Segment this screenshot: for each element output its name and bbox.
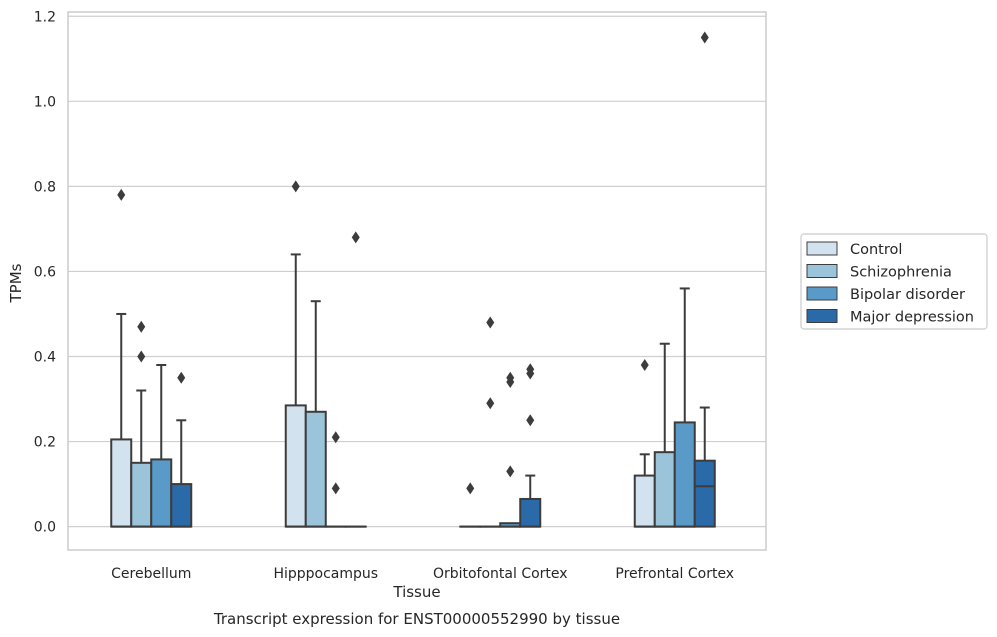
box-iqr [304, 410, 327, 528]
y-tick-label: 1.0 [34, 94, 56, 110]
legend-label: Major depression [850, 310, 974, 326]
box-plot [110, 188, 133, 528]
outlier-point [466, 482, 475, 495]
y-tick-label: 0.0 [34, 520, 56, 536]
x-tick-label: Hipppocampus [273, 566, 378, 582]
box-plot [304, 300, 327, 528]
chart-caption: Transcript expression for ENST0000055299… [213, 610, 620, 628]
x-tick-label: Prefrontal Cortex [615, 566, 734, 582]
outlier-point [177, 371, 186, 384]
box-plot [693, 31, 716, 528]
legend-label: Control [850, 242, 902, 258]
box-plot [499, 371, 522, 528]
box-iqr [653, 451, 676, 528]
outlier-point [137, 350, 146, 363]
outlier-point [526, 363, 535, 376]
box-plot [519, 363, 542, 528]
outlier-point [486, 316, 495, 329]
x-tick-label: Cerebellum [111, 566, 191, 582]
x-axis-title: Tissue [392, 583, 440, 601]
y-tick-label: 0.2 [34, 435, 56, 451]
grid-layer [68, 15, 766, 528]
legend-label: Schizophrenia [850, 265, 952, 281]
y-axis-title: TPMs [7, 263, 25, 303]
legend-label: Bipolar disorder [850, 287, 965, 303]
box-plot [324, 431, 347, 528]
box-iqr [130, 461, 153, 528]
outlier-point [351, 231, 360, 244]
box-iqr [633, 474, 656, 528]
box-plot [130, 320, 153, 528]
legend-frame [800, 233, 988, 330]
box-plot [479, 316, 502, 528]
box-plot [459, 482, 482, 528]
plot-frame [67, 11, 767, 551]
box-plot [653, 342, 676, 528]
box-iqr [673, 421, 696, 528]
legend-swatch [806, 309, 838, 323]
legend-swatch [806, 241, 838, 256]
legend-swatch [806, 286, 838, 301]
box-iqr [110, 438, 133, 528]
x-tick-label: Orbitofontal Cortex [433, 566, 568, 582]
outlier-point [137, 320, 146, 333]
box-plot [170, 371, 193, 528]
outlier-point [506, 465, 515, 478]
y-tick-label: 0.4 [34, 349, 56, 365]
y-tick-label: 0.8 [34, 179, 56, 195]
outlier-point [331, 482, 340, 495]
outlier-point [291, 180, 300, 193]
y-tick-label: 1.2 [34, 9, 56, 25]
outlier-point [117, 188, 126, 201]
y-tick-label: 0.6 [34, 264, 56, 280]
box-plot [673, 287, 696, 528]
legend: Control Schizophrenia Bipolar disorder Majo… [800, 233, 988, 330]
box-iqr [150, 458, 173, 528]
legend-swatch [806, 264, 838, 278]
box-iqr [519, 497, 542, 528]
box-plot [284, 180, 307, 528]
box-iqr [284, 404, 307, 528]
box-plot [150, 363, 173, 528]
outlier-point [486, 397, 495, 410]
outlier-point [526, 414, 535, 427]
box-iqr [170, 483, 193, 528]
outlier-point [640, 358, 649, 371]
box-plot [633, 358, 656, 528]
box-plot [344, 231, 367, 528]
outlier-point [506, 371, 515, 384]
box-layer [110, 31, 716, 528]
outlier-point [700, 31, 709, 44]
axis-layer: 0.0 0.2 0.4 0.6 0.8 1.0 1.2 Cerebellum Hipppocam… [34, 9, 767, 582]
box-iqr [693, 459, 716, 528]
outlier-point [331, 431, 340, 444]
